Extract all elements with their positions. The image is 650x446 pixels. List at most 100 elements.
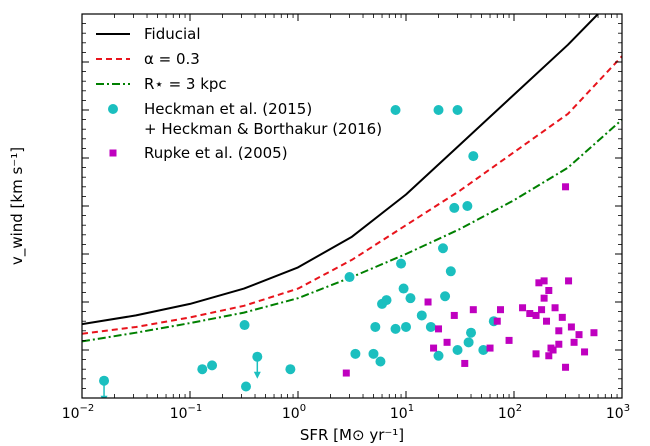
series-points: [99, 105, 598, 398]
data-point: [562, 183, 570, 191]
axis-ticks: [81, 13, 623, 399]
legend-label: Heckman et al. (2015) + Heckman & Borthak…: [144, 100, 382, 138]
data-point: [486, 344, 494, 352]
data-point: [443, 338, 451, 346]
data-point: [398, 283, 409, 294]
data-point: [581, 348, 589, 356]
data-point: [425, 321, 436, 332]
data-point: [197, 364, 208, 375]
upper-limit-arrowhead: [253, 371, 261, 379]
data-point: [435, 325, 443, 333]
data-point: [344, 272, 355, 283]
data-point: [390, 105, 401, 115]
data-point: [570, 338, 578, 346]
data-point: [519, 304, 527, 312]
series-line-0: [82, 14, 599, 326]
data-point: [555, 340, 563, 348]
data-point: [575, 331, 583, 339]
y-axis-label: v_wind [km s⁻¹]: [8, 147, 27, 265]
data-point: [437, 243, 448, 254]
data-point: [558, 313, 566, 321]
data-point: [445, 266, 456, 277]
legend-item: R⋆ = 3 kpc: [96, 75, 227, 93]
data-point: [396, 258, 407, 269]
data-point: [469, 306, 477, 314]
data-point: [462, 201, 473, 211]
data-point: [540, 294, 548, 302]
legend-item: Rupke et al. (2005): [109, 144, 288, 162]
data-point: [549, 346, 557, 354]
data-point: [567, 323, 575, 331]
data-point: [390, 323, 401, 334]
data-point: [466, 327, 477, 338]
data-point: [543, 317, 551, 325]
legend-item: α = 0.3: [96, 50, 200, 68]
data-point: [370, 321, 381, 332]
data-point: [545, 286, 553, 294]
x-tick-label: 103: [606, 403, 630, 422]
data-point: [430, 344, 438, 352]
data-point: [368, 348, 379, 359]
data-point: [463, 337, 474, 348]
data-point: [532, 311, 540, 319]
legend-label: Fiducial: [144, 25, 201, 43]
data-point: [401, 321, 411, 332]
legend-label: α = 0.3: [144, 50, 200, 68]
data-point: [590, 329, 598, 337]
data-point: [565, 277, 573, 285]
x-tick-labels: 10−2 10−1 100 101 102 103: [62, 403, 630, 422]
data-point: [562, 363, 570, 371]
data-point: [540, 277, 548, 285]
data-point: [207, 360, 218, 371]
data-point: [375, 356, 386, 367]
x-tick-label: 102: [498, 403, 522, 422]
data-point: [416, 310, 427, 321]
legend-swatch: [109, 149, 117, 157]
data-point: [538, 306, 546, 314]
data-point: [252, 351, 263, 362]
data-point: [381, 295, 392, 306]
data-point: [461, 359, 469, 367]
data-point: [493, 317, 501, 325]
data-point: [532, 350, 540, 358]
legend-label: R⋆ = 3 kpc: [144, 75, 227, 93]
data-point: [239, 320, 250, 331]
data-point: [551, 304, 559, 312]
x-tick-label: 100: [282, 403, 306, 422]
x-tick-label: 101: [390, 403, 414, 422]
data-point: [433, 105, 444, 115]
data-point: [497, 306, 505, 314]
x-axis-label: SFR [M⊙ yr⁻¹]: [300, 426, 404, 444]
data-point: [478, 345, 489, 355]
data-point: [526, 310, 534, 318]
data-point: [449, 202, 460, 213]
data-point: [452, 345, 463, 355]
data-point: [405, 293, 416, 304]
data-point: [99, 375, 110, 386]
series-line-1: [82, 55, 622, 335]
data-point: [424, 298, 432, 306]
data-point: [342, 369, 350, 377]
data-point: [285, 364, 296, 375]
data-point: [350, 348, 361, 359]
data-point: [555, 327, 563, 335]
data-point: [535, 279, 543, 287]
data-point: [452, 105, 463, 115]
plot-frame: [81, 13, 623, 399]
legend-swatch: [108, 104, 118, 114]
x-tick-label: 10−1: [170, 403, 203, 422]
legend: Fiducial α = 0.3 R⋆ = 3 kpc Heckman et al. …: [96, 25, 382, 162]
data-point: [440, 291, 451, 302]
legend-label: Rupke et al. (2005): [144, 144, 288, 162]
legend-item: Fiducial: [96, 25, 201, 43]
data-point: [450, 311, 458, 319]
legend-item: Heckman et al. (2015) + Heckman & Borthak…: [108, 100, 382, 138]
data-point: [468, 151, 479, 162]
upper-limit-arrowhead: [100, 395, 108, 398]
data-point: [545, 352, 553, 360]
data-point: [240, 381, 251, 392]
x-tick-label: 10−2: [62, 403, 95, 422]
data-point: [505, 336, 513, 344]
data-point: [433, 350, 444, 361]
